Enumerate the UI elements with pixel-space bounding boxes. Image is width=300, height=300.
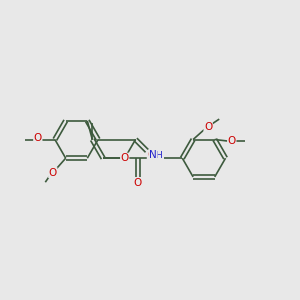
Text: O: O bbox=[49, 168, 57, 178]
Text: O: O bbox=[121, 153, 129, 163]
Text: H: H bbox=[155, 151, 162, 160]
Text: O: O bbox=[147, 150, 155, 161]
Text: O: O bbox=[204, 122, 212, 132]
Text: O: O bbox=[134, 178, 142, 188]
Text: O: O bbox=[34, 133, 42, 143]
Text: O: O bbox=[228, 136, 236, 146]
Text: N: N bbox=[149, 150, 157, 160]
